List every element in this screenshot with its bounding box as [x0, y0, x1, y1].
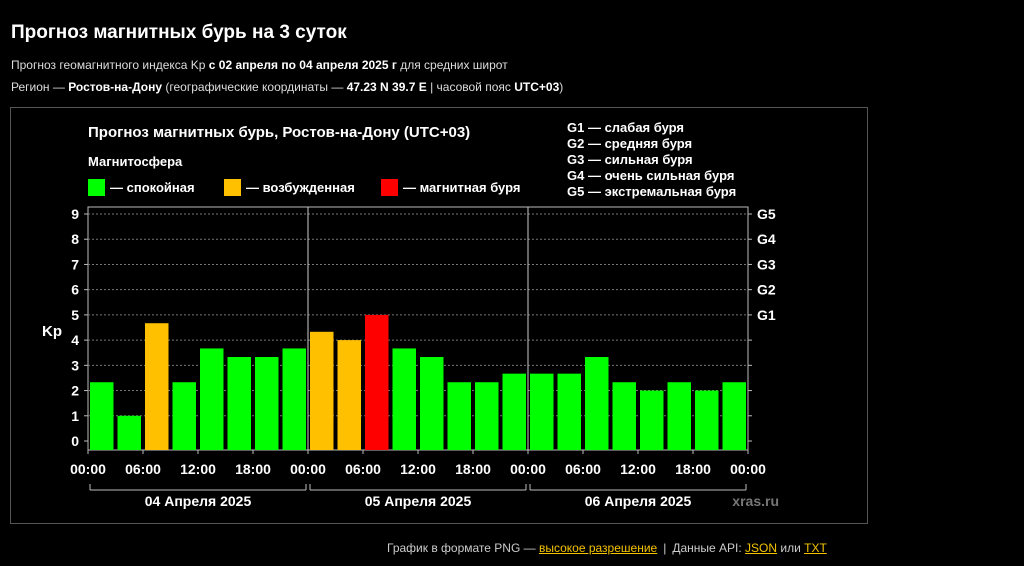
x-tick-label: 00:00 [290, 461, 326, 477]
forecast-period-prefix: Прогноз геомагнитного индекса Kp [11, 58, 209, 72]
kp-bar [117, 415, 141, 450]
x-tick-label: 12:00 [620, 461, 656, 477]
kp-bar [145, 323, 169, 450]
y-tick-label: 8 [71, 231, 79, 247]
g-level-label: G1 [757, 307, 776, 323]
g-scale-item: G4 — очень сильная буря [567, 168, 734, 183]
y-tick-label: 4 [71, 332, 79, 348]
kp-bar [557, 373, 581, 450]
region-suffix: ) [559, 80, 564, 94]
legend-swatch [381, 179, 398, 196]
x-tick-label: 18:00 [455, 461, 491, 477]
hires-link[interactable]: высокое разрешение [538, 541, 658, 555]
legend-swatch [224, 179, 241, 196]
forecast-period-dates: с 02 апреля по 04 апреля 2025 г [208, 58, 397, 72]
x-tick-label: 06:00 [345, 461, 381, 477]
kp-bar [695, 390, 719, 450]
g-level-label: G2 [757, 282, 776, 298]
region-prefix: Регион — [11, 80, 69, 94]
kp-bar [392, 348, 416, 450]
kp-bar [255, 357, 279, 450]
x-tick-label: 18:00 [235, 461, 271, 477]
day-label: 05 Апреля 2025 [365, 493, 472, 509]
legend-label: — спокойная [110, 180, 195, 195]
x-tick-label: 18:00 [675, 461, 711, 477]
footer-api-text: Данные API: [672, 541, 746, 555]
forecast-period-line: Прогноз геомагнитного индекса Kp с 02 ап… [11, 58, 508, 72]
g-scale-item: G2 — средняя буря [567, 136, 692, 151]
kp-bar [337, 340, 361, 450]
g-level-label: G5 [757, 206, 776, 222]
legend-swatch [88, 179, 105, 196]
coords-prefix: (географические координаты — [162, 80, 347, 94]
watermark: xras.ru [732, 493, 779, 509]
y-tick-label: 9 [71, 206, 79, 222]
y-tick-label: 3 [71, 357, 79, 373]
y-tick-label: 5 [71, 307, 79, 323]
kp-bar [172, 382, 196, 450]
y-tick-label: 2 [71, 383, 79, 399]
kp-bar [90, 382, 114, 450]
x-tick-label: 06:00 [125, 461, 161, 477]
legend-label: — возбужденная [246, 180, 355, 195]
kp-bar [365, 314, 389, 450]
kp-bar [667, 382, 691, 450]
json-link[interactable]: JSON [745, 541, 778, 555]
region-coords: 47.23 N 39.7 E [346, 80, 427, 94]
x-tick-label: 00:00 [70, 461, 106, 477]
y-tick-label: 7 [71, 256, 79, 272]
kp-bar [227, 357, 251, 450]
kp-chart: Прогноз магнитных бурь, Ростов-на-Дону (… [42, 120, 779, 509]
kp-bar [310, 331, 334, 450]
kp-bar [722, 382, 746, 450]
x-tick-label: 00:00 [510, 461, 546, 477]
x-tick-label: 06:00 [565, 461, 601, 477]
kp-bar [447, 382, 471, 450]
footer: График в формате PNG — высокое разрешени… [387, 541, 827, 555]
page-title: Прогноз магнитных бурь на 3 суток [11, 22, 347, 43]
footer-png-text: График в формате PNG — [387, 541, 539, 555]
kp-bar [502, 373, 526, 450]
legend-title: Магнитосфера [88, 154, 183, 169]
kp-bar [420, 357, 444, 450]
kp-bar [585, 357, 609, 450]
kp-bar [200, 348, 224, 450]
day-label: 04 Апреля 2025 [145, 493, 252, 509]
legend-label: — магнитная буря [403, 180, 520, 195]
y-tick-label: 1 [71, 408, 79, 424]
y-axis-label: Kp [42, 323, 62, 340]
footer-separator: | [663, 541, 667, 555]
kp-bar [475, 382, 499, 450]
g-scale-item: G3 — сильная буря [567, 152, 693, 167]
kp-bar [282, 348, 306, 450]
txt-link[interactable]: TXT [804, 541, 827, 555]
kp-chart-container: Прогноз магнитных бурь, Ростов-на-Дону (… [10, 107, 868, 524]
x-tick-label: 00:00 [730, 461, 766, 477]
timezone-prefix: | часовой пояс [426, 80, 515, 94]
chart-title: Прогноз магнитных бурь, Ростов-на-Дону (… [88, 124, 470, 141]
y-tick-label: 6 [71, 282, 79, 298]
g-scale-item: G1 — слабая буря [567, 120, 684, 135]
footer-or-text: или [777, 541, 805, 555]
region-timezone: UTC+03 [514, 80, 560, 94]
g-level-label: G4 [757, 231, 776, 247]
region-line: Регион — Ростов-на-Дону (географические … [11, 80, 563, 94]
kp-bar [612, 382, 636, 450]
g-level-label: G3 [757, 256, 776, 272]
x-tick-label: 12:00 [180, 461, 216, 477]
y-tick-label: 0 [71, 433, 79, 449]
day-label: 06 Апреля 2025 [585, 493, 692, 509]
g-scale-item: G5 — экстремальная буря [567, 184, 736, 199]
x-tick-label: 12:00 [400, 461, 436, 477]
kp-bar [640, 390, 664, 450]
forecast-period-suffix: для средних широт [396, 58, 508, 72]
region-name: Ростов-на-Дону [68, 80, 163, 94]
kp-bar [530, 373, 554, 450]
